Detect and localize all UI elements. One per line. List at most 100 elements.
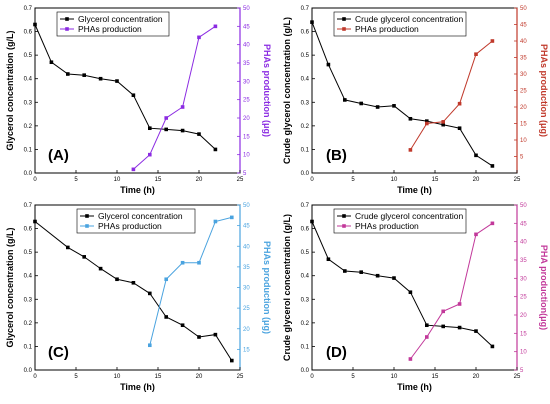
data-point xyxy=(441,309,445,314)
y2-tick-label: 50 xyxy=(243,6,250,12)
data-point xyxy=(408,290,413,295)
legend-entry: PHAs production xyxy=(78,24,142,34)
data-point xyxy=(408,116,413,121)
data-point xyxy=(148,126,152,131)
y-tick-label: 0.7 xyxy=(24,6,33,12)
y-tick-label: 0.0 xyxy=(24,171,33,177)
data-point xyxy=(197,35,201,40)
y2-tick-label: 45 xyxy=(243,24,250,30)
y2-tick-label: 25 xyxy=(520,89,527,95)
y2-tick-label: 15 xyxy=(520,122,527,128)
y-tick-label: 0.3 xyxy=(24,297,33,303)
legend-swatch-marker xyxy=(65,17,69,21)
y-axis-label: Glycerol concentration (g/L) xyxy=(5,227,15,347)
data-point xyxy=(66,72,70,76)
y2-tick-label: 30 xyxy=(243,286,250,292)
y-tick-label: 0.2 xyxy=(24,321,33,327)
y2-tick-label: 5 xyxy=(520,368,524,374)
data-point xyxy=(98,266,103,271)
data-point xyxy=(213,332,218,337)
x-tick-label: 20 xyxy=(196,177,203,183)
data-point xyxy=(425,323,429,328)
data-point xyxy=(213,147,218,152)
legend-entry: Glycerol concentration xyxy=(78,14,163,24)
y-tick-label: 0.2 xyxy=(301,124,310,130)
y-tick-label: 0.0 xyxy=(301,368,310,374)
legend-entry: Crude glycerol concentration xyxy=(355,211,463,221)
data-point xyxy=(343,269,347,273)
x-tick-label: 5 xyxy=(74,177,78,183)
y2-tick-label: 45 xyxy=(520,221,527,227)
x-tick-label: 5 xyxy=(74,374,78,380)
y2-tick-label: 25 xyxy=(520,295,527,301)
legend-entry: Glycerol concentration xyxy=(98,211,183,221)
x-tick-label: 0 xyxy=(310,374,314,380)
data-point xyxy=(213,24,218,29)
x-tick-label: 5 xyxy=(351,177,355,183)
data-point xyxy=(326,257,331,262)
legend-entry: Crude glycerol concentration xyxy=(355,14,463,24)
data-point xyxy=(490,344,495,349)
data-point xyxy=(148,343,152,348)
x-tick-label: 25 xyxy=(237,177,244,183)
data-point xyxy=(425,121,429,126)
y-axis-label: Crude glycerol concentration (g/L) xyxy=(282,214,292,361)
series-line-phas xyxy=(409,222,493,360)
data-point xyxy=(490,221,495,226)
y2-tick-label: 40 xyxy=(243,244,250,250)
y-tick-label: 0.6 xyxy=(24,30,33,36)
y-tick-label: 0.1 xyxy=(301,344,310,350)
y-tick-label: 0.0 xyxy=(301,171,310,177)
data-point xyxy=(197,335,201,339)
y-tick-label: 0.4 xyxy=(301,77,310,83)
data-point xyxy=(180,128,185,133)
y-tick-label: 0.5 xyxy=(24,53,33,59)
y-tick-label: 0.2 xyxy=(301,321,310,327)
y-tick-label: 0.1 xyxy=(301,147,310,153)
chart-panel-b: 0 5 10 15 20 25 0.0 0.1 0.2 0.3 0.4 0.5 0.6 0.7 5 10 15 2… xyxy=(282,6,549,195)
data-point xyxy=(213,219,218,224)
data-point xyxy=(408,357,413,361)
legend-swatch-marker xyxy=(342,214,346,218)
x-tick-label: 25 xyxy=(514,374,521,380)
chart-panel-c: 0 5 10 15 20 25 0.0 0.1 0.2 0.3 0.4 0.5 0.6 0.7 15 20 25… xyxy=(5,203,272,392)
data-point xyxy=(441,120,445,124)
series-line-glycerol xyxy=(34,24,216,150)
y2-axis-label: PHAs production (μg) xyxy=(262,44,272,137)
data-point xyxy=(230,215,234,220)
y-tick-label: 0.1 xyxy=(24,344,33,350)
data-point xyxy=(310,219,314,224)
x-tick-label: 0 xyxy=(33,374,37,380)
x-tick-label: 15 xyxy=(155,177,162,183)
y-tick-label: 0.7 xyxy=(24,203,33,209)
data-point xyxy=(474,232,478,237)
y2-tick-label: 30 xyxy=(243,79,250,85)
data-point xyxy=(66,245,70,250)
series-line-glycerol xyxy=(34,221,233,361)
y2-tick-label: 20 xyxy=(520,313,527,319)
data-point xyxy=(474,153,478,158)
x-tick-label: 15 xyxy=(155,374,162,380)
y2-tick-label: 35 xyxy=(520,258,527,264)
x-tick-label: 10 xyxy=(391,177,398,183)
data-point xyxy=(425,335,429,339)
data-point xyxy=(490,39,495,43)
data-point xyxy=(441,122,445,127)
data-point xyxy=(474,329,478,333)
legend-box xyxy=(333,11,467,37)
y2-tick-label: 35 xyxy=(243,61,250,67)
data-point xyxy=(359,270,363,274)
x-axis-label: Time (h) xyxy=(397,185,432,195)
y-tick-label: 0.5 xyxy=(301,250,310,256)
x-axis-label: Time (h) xyxy=(120,185,155,195)
y2-axis-label: PHA production(μg) xyxy=(539,245,549,330)
y2-tick-label: 50 xyxy=(520,203,527,209)
y2-tick-label: 40 xyxy=(520,39,527,45)
data-point xyxy=(197,132,201,136)
legend-swatch-marker xyxy=(65,27,69,31)
data-point xyxy=(164,315,168,319)
legend-swatch-marker xyxy=(342,17,346,21)
